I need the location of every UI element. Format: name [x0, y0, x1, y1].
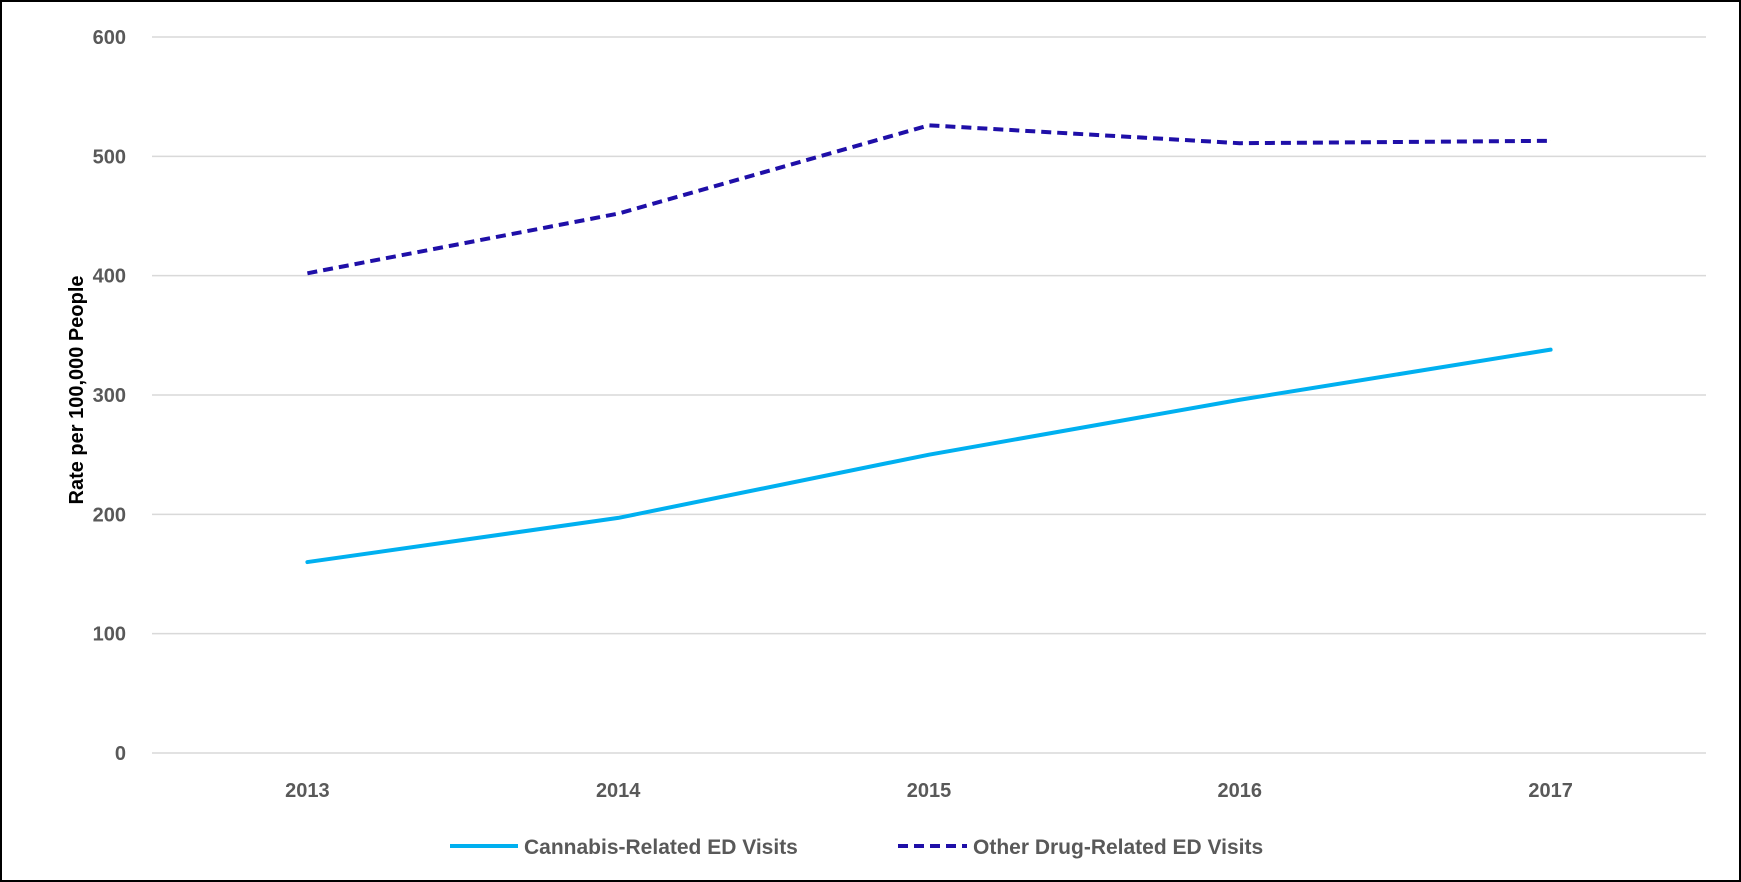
- x-tick-label: 2014: [596, 780, 641, 802]
- series-line-other-drug: [307, 123, 1551, 276]
- legend: Cannabis-Related ED Visits Other Drug-Rel…: [450, 836, 1263, 859]
- series-lines: [305, 123, 1553, 565]
- y-tick-label: 300: [93, 385, 126, 407]
- y-tick-label: 500: [93, 146, 126, 168]
- y-tick-label: 100: [93, 624, 126, 646]
- x-axis-ticks: 2013 2014 2015 2016 2017: [285, 780, 1573, 802]
- x-tick-label: 2013: [285, 780, 330, 802]
- y-tick-label: 400: [93, 266, 126, 288]
- y-axis-ticks: 0 100 200 300 400 500 600: [93, 27, 126, 765]
- gridlines: [152, 36, 1706, 754]
- y-tick-label: 0: [115, 743, 126, 765]
- y-tick-label: 200: [93, 504, 126, 526]
- x-tick-label: 2017: [1528, 780, 1573, 802]
- x-tick-label: 2015: [907, 780, 952, 802]
- y-tick-label: 600: [93, 27, 126, 49]
- legend-label: Cannabis-Related ED Visits: [524, 836, 798, 859]
- x-tick-label: 2016: [1218, 780, 1263, 802]
- legend-label: Other Drug-Related ED Visits: [973, 836, 1263, 859]
- y-axis-title: Rate per 100,000 People: [66, 275, 88, 504]
